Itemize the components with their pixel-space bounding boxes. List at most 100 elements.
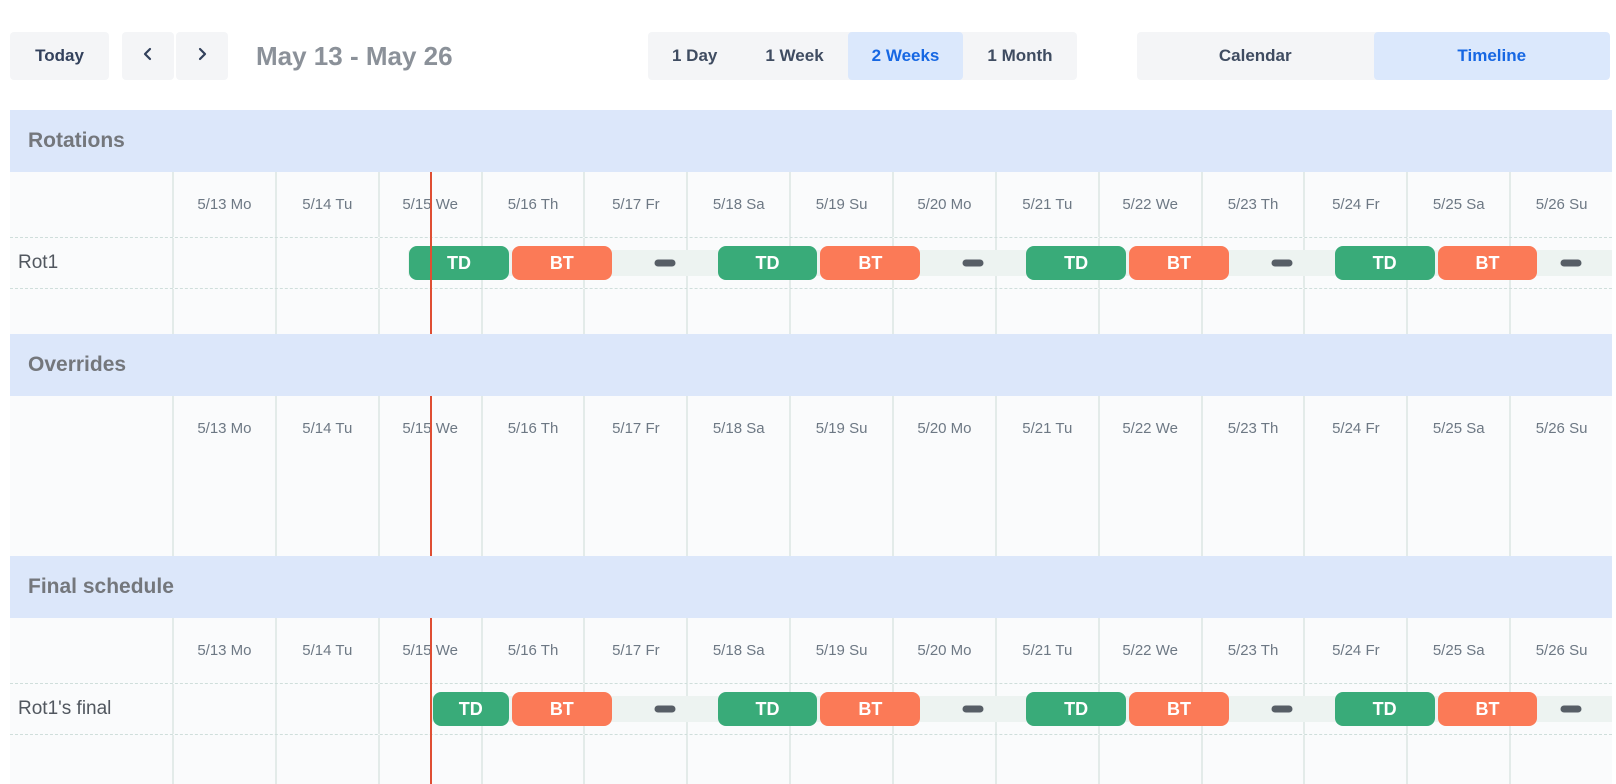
day-grid-cell bbox=[686, 461, 789, 556]
day-grid-cell bbox=[891, 461, 995, 556]
day-grid-cell bbox=[1406, 735, 1509, 784]
day-header-cell: 5/19 Su bbox=[789, 396, 892, 461]
day-grid-cell bbox=[1200, 289, 1304, 334]
view-option-timeline[interactable]: Timeline bbox=[1373, 32, 1610, 80]
zoom-option-1-month[interactable]: 1 Month bbox=[963, 32, 1076, 80]
day-grid-cell bbox=[1097, 735, 1201, 784]
shift-bar-bt[interactable]: BT bbox=[820, 246, 921, 280]
day-header-cell: 5/18 Sa bbox=[686, 172, 789, 237]
date-header-row: 5/13 Mo 5/14 Tu 5/15 We 5/16 Th 5/17 Fr 5/18 … bbox=[10, 618, 1612, 683]
empty-grid-area bbox=[10, 735, 1612, 784]
day-header-cell: 5/15 We bbox=[377, 172, 481, 237]
day-grid-cell bbox=[1406, 289, 1509, 334]
day-header-cell: 5/19 Su bbox=[789, 618, 892, 683]
shift-bar-bt[interactable]: BT bbox=[1129, 692, 1229, 726]
shift-bar-td[interactable]: TD bbox=[1334, 692, 1435, 726]
zoom-option-2-weeks[interactable]: 2 Weeks bbox=[847, 32, 964, 80]
shift-bar-bt[interactable]: BT bbox=[511, 692, 612, 726]
row-label: Rot1 bbox=[18, 252, 59, 273]
label-column-spacer bbox=[10, 618, 172, 683]
day-grid-cell bbox=[1097, 461, 1201, 556]
day-grid-cell bbox=[1097, 289, 1201, 334]
view-option-calendar[interactable]: Calendar bbox=[1137, 32, 1374, 80]
timeline-section-rotations: Rotations 5/13 Mo 5/14 Tu 5/15 We 5/16 Th 5/… bbox=[10, 110, 1612, 334]
day-header-cell: 5/25 Sa bbox=[1406, 618, 1509, 683]
day-header-cell: 5/13 Mo bbox=[172, 618, 275, 683]
day-grid-cell bbox=[686, 289, 789, 334]
day-grid-cell bbox=[274, 735, 378, 784]
day-grid-cell bbox=[583, 461, 686, 556]
day-header-cell: 5/20 Mo bbox=[891, 396, 995, 461]
day-grid-cell bbox=[994, 735, 1098, 784]
shift-bars-layer: TD BT TD BT TD BT TD BT bbox=[172, 238, 1612, 288]
shift-bar-bt[interactable]: BT bbox=[1437, 246, 1538, 280]
day-header-cell: 5/21 Tu bbox=[994, 618, 1098, 683]
day-grid-cell bbox=[172, 735, 275, 784]
day-grid-cell bbox=[172, 238, 275, 288]
empty-shift-dash bbox=[654, 705, 676, 713]
today-button[interactable]: Today bbox=[10, 32, 109, 80]
zoom-segmented-control: 1 Day 1 Week 2 Weeks 1 Month bbox=[648, 32, 1077, 80]
day-header-cell: 5/25 Sa bbox=[1406, 396, 1509, 461]
day-header-cell: 5/23 Th bbox=[1200, 172, 1304, 237]
label-column-spacer bbox=[10, 461, 172, 556]
day-header-cell: 5/24 Fr bbox=[1303, 172, 1406, 237]
day-grid-cell bbox=[480, 461, 584, 556]
day-grid-cell bbox=[480, 735, 584, 784]
empty-shift-dash bbox=[654, 259, 676, 267]
day-grid-cell bbox=[274, 289, 378, 334]
shift-bar-td[interactable]: TD bbox=[717, 692, 818, 726]
shift-bar-bt[interactable]: BT bbox=[1129, 246, 1229, 280]
zoom-option-1-week[interactable]: 1 Week bbox=[741, 32, 847, 80]
day-grid-cell bbox=[789, 461, 892, 556]
current-time-indicator bbox=[430, 396, 433, 556]
day-grid-cell bbox=[480, 289, 584, 334]
shift-bar-bt[interactable]: BT bbox=[511, 246, 612, 280]
day-grid-cell bbox=[377, 684, 481, 734]
empty-shift-dash bbox=[1560, 705, 1582, 713]
day-header-cell: 5/19 Su bbox=[789, 172, 892, 237]
day-grid-cell bbox=[172, 461, 275, 556]
section-title: Rotations bbox=[28, 129, 125, 152]
day-grid-cell bbox=[994, 289, 1098, 334]
day-header-cell: 5/24 Fr bbox=[1303, 396, 1406, 461]
next-period-button[interactable] bbox=[176, 32, 228, 80]
day-header-cell: 5/18 Sa bbox=[686, 618, 789, 683]
day-grid-cell bbox=[172, 289, 275, 334]
shift-bar-td[interactable]: TD bbox=[409, 246, 509, 280]
shift-bar-td[interactable]: TD bbox=[432, 692, 509, 726]
timeline-section-final-schedule: Final schedule 5/13 Mo 5/14 Tu 5/15 We 5/16… bbox=[10, 556, 1612, 784]
day-grid-cell bbox=[274, 238, 378, 288]
chevron-left-icon bbox=[140, 46, 156, 67]
section-body: 5/13 Mo 5/14 Tu 5/15 We 5/16 Th 5/17 Fr 5/18 … bbox=[10, 618, 1612, 784]
section-body: 5/13 Mo 5/14 Tu 5/15 We 5/16 Th 5/17 Fr 5/18 … bbox=[10, 172, 1612, 334]
day-header-cell: 5/18 Sa bbox=[686, 396, 789, 461]
shift-bar-bt[interactable]: BT bbox=[1437, 692, 1538, 726]
prev-period-button[interactable] bbox=[122, 32, 174, 80]
shift-bar-td[interactable]: TD bbox=[1026, 692, 1127, 726]
day-header-cell: 5/16 Th bbox=[480, 172, 584, 237]
day-header-cell: 5/16 Th bbox=[480, 396, 584, 461]
shift-bar-bt[interactable]: BT bbox=[820, 692, 921, 726]
chevron-right-icon bbox=[194, 46, 210, 67]
date-range-title: May 13 - May 26 bbox=[256, 40, 453, 71]
shift-bar-td[interactable]: TD bbox=[1026, 246, 1127, 280]
current-time-indicator bbox=[430, 618, 433, 784]
day-header-cell: 5/26 Su bbox=[1509, 172, 1612, 237]
day-header-cell: 5/17 Fr bbox=[583, 618, 686, 683]
day-grid-cell bbox=[789, 735, 892, 784]
day-header-cell: 5/21 Tu bbox=[994, 396, 1098, 461]
day-header-cell: 5/20 Mo bbox=[891, 618, 995, 683]
zoom-option-1-day[interactable]: 1 Day bbox=[648, 32, 741, 80]
day-header-cell: 5/23 Th bbox=[1200, 618, 1304, 683]
shift-bar-td[interactable]: TD bbox=[1334, 246, 1435, 280]
shift-bar-td[interactable]: TD bbox=[717, 246, 818, 280]
day-grid-cell bbox=[583, 735, 686, 784]
empty-grid-area bbox=[10, 289, 1612, 334]
day-grid-cell bbox=[1509, 461, 1612, 556]
day-grid-cell bbox=[1303, 735, 1406, 784]
day-grid-cell bbox=[891, 289, 995, 334]
schedule-row-rot1: Rot1 TD BT TD BT TD BT TD BT bbox=[10, 237, 1612, 289]
day-header-cell: 5/15 We bbox=[377, 396, 481, 461]
